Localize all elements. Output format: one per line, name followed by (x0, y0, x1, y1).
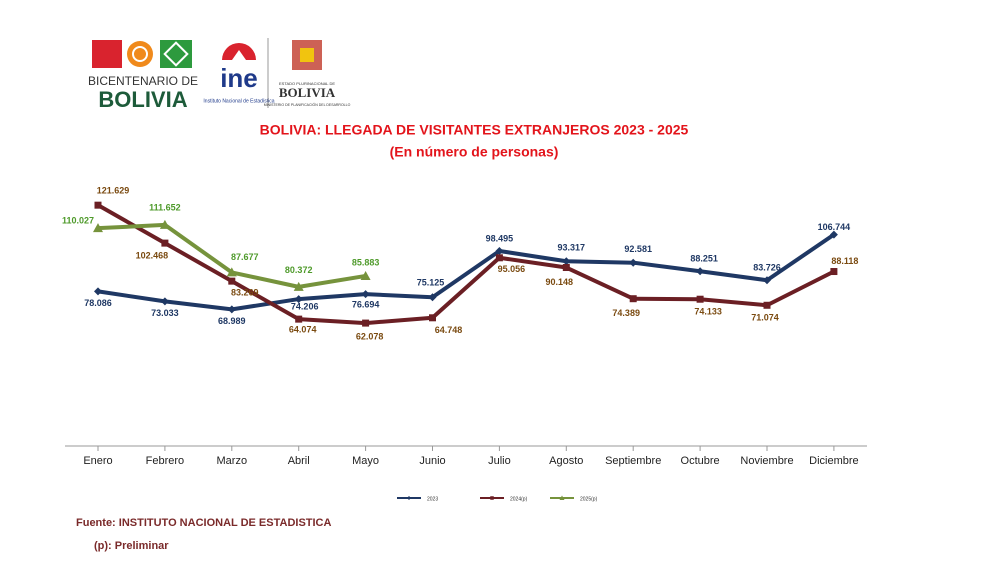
logo-text: BICENTENARIO DE (88, 74, 198, 88)
x-tick-label: Febrero (146, 455, 185, 467)
data-label: 75.125 (417, 278, 445, 288)
x-tick-label: Mayo (352, 455, 379, 467)
logo-block (127, 41, 153, 67)
logo-block (132, 46, 148, 62)
data-label: 102.468 (136, 250, 169, 260)
legend-label: 2023 (427, 496, 438, 502)
point (559, 495, 565, 500)
x-tick-label: Abril (288, 455, 310, 467)
source: Fuente: INSTITUTO NACIONAL DE ESTADISTIC… (76, 517, 332, 529)
point (763, 276, 771, 285)
logo-text: BOLIVIA (279, 85, 336, 100)
chart-title: BOLIVIA: LLEGADA DE VISITANTES EXTRANJER… (260, 122, 689, 138)
data-label: 74.133 (694, 307, 722, 317)
data-label: 121.629 (97, 186, 130, 196)
point (361, 290, 370, 299)
data-label: 71.074 (751, 313, 779, 323)
point (629, 295, 637, 303)
point (226, 267, 237, 277)
point (829, 230, 838, 239)
x-tick-label: Diciembre (809, 455, 859, 467)
x-tick-label: Junio (419, 455, 445, 467)
note: (p): Preliminar (94, 540, 169, 552)
point (562, 264, 570, 272)
logo-text: ESTADO PLURINACIONAL DE (279, 81, 335, 86)
point (562, 257, 571, 266)
data-label: 85.883 (352, 257, 380, 267)
x-tick-label: Julio (488, 455, 511, 467)
point (763, 301, 771, 309)
point (293, 281, 304, 291)
point (294, 295, 303, 304)
data-label: 78.086 (84, 298, 112, 308)
point (295, 315, 303, 323)
data-label: 88.251 (690, 254, 718, 264)
point (160, 297, 169, 306)
series-line (97, 232, 836, 312)
point (490, 496, 494, 500)
data-label: 95.056 (498, 264, 526, 274)
x-tick-label: Septiembre (605, 455, 661, 467)
data-label: 62.078 (356, 331, 384, 341)
logo-block (163, 41, 189, 67)
point (159, 219, 170, 229)
point (696, 267, 705, 276)
x-tick-label: Marzo (217, 455, 248, 467)
data-label: 80.372 (285, 265, 313, 275)
point (696, 295, 704, 303)
data-label: 88.118 (831, 256, 858, 266)
point (830, 268, 838, 276)
chart-subtitle: (En número de personas) (390, 144, 559, 160)
point (629, 258, 638, 267)
point (227, 305, 236, 314)
point (407, 496, 411, 500)
data-label: 64.748 (435, 325, 463, 335)
series-line (97, 203, 835, 326)
data-label: 68.989 (218, 316, 246, 326)
point (94, 201, 102, 209)
point (360, 270, 371, 280)
x-tick-label: Enero (83, 455, 112, 467)
point (428, 293, 437, 302)
legend-label: 2024(p) (510, 496, 528, 502)
point (94, 287, 102, 296)
logo-text: Instituto Nacional de Estadística (203, 98, 274, 104)
x-tick-label: Noviembre (740, 455, 793, 467)
data-label: 110.027 (62, 216, 94, 226)
data-label: 111.652 (149, 202, 181, 212)
point (429, 314, 436, 322)
x-tick-label: Agosto (549, 455, 583, 467)
data-label: 93.317 (558, 243, 586, 253)
data-label: 87.677 (231, 252, 259, 262)
logo-text: ine (220, 63, 258, 93)
data-label: 90.148 (546, 277, 574, 287)
point (495, 246, 504, 255)
data-label: 74.206 (291, 301, 319, 311)
point (362, 319, 370, 327)
point (161, 239, 169, 247)
logo-block (92, 40, 122, 68)
legend-label: 2025(p) (580, 496, 598, 502)
point (228, 277, 236, 285)
logo-block (300, 48, 314, 62)
data-label: 64.074 (289, 325, 317, 335)
logo-text: MINISTERIO DE PLANIFICACIÓN DEL DESARROL… (264, 102, 351, 107)
data-label: 106.744 (818, 222, 851, 232)
point (495, 254, 503, 262)
x-tick-label: Octubre (681, 455, 720, 467)
data-label: 76.694 (352, 300, 380, 310)
logos: BICENTENARIO DE BOLIVIA ine Instituto Na… (88, 38, 351, 112)
data-label: 74.389 (612, 308, 640, 318)
data-label: 83.726 (753, 263, 781, 273)
logo-text: BOLIVIA (98, 87, 187, 112)
data-label: 92.581 (624, 244, 652, 254)
data-label: 98.495 (486, 233, 514, 243)
data-label: 73.033 (151, 308, 179, 318)
point (93, 223, 103, 233)
logo-block (232, 50, 246, 60)
data-label: 83.269 (231, 288, 259, 298)
